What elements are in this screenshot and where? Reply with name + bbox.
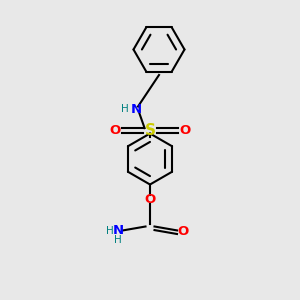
- Text: S: S: [145, 123, 155, 138]
- Text: N: N: [112, 224, 124, 237]
- Text: O: O: [177, 225, 189, 238]
- Text: O: O: [179, 124, 190, 137]
- Text: H: H: [121, 103, 129, 114]
- Text: N: N: [131, 103, 142, 116]
- Text: O: O: [144, 193, 156, 206]
- Text: O: O: [110, 124, 121, 137]
- Text: H: H: [114, 235, 122, 245]
- Text: H: H: [106, 226, 113, 236]
